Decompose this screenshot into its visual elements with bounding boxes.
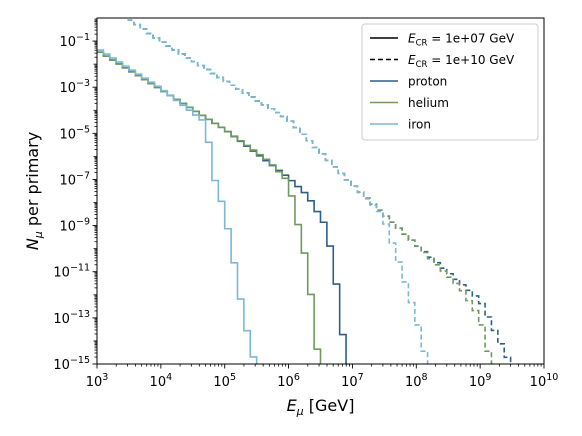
x-tick-label: 108: [405, 372, 428, 390]
series-iron-dashed: [127, 19, 429, 364]
x-tick-label: 105: [213, 372, 236, 390]
legend-box: [361, 23, 539, 141]
y-axis-label: Nμ per primary: [23, 132, 45, 250]
x-tick-label: 106: [277, 372, 300, 390]
y-tick-label: 10−3: [59, 78, 90, 96]
x-tick-label: 107: [341, 372, 364, 390]
y-tick-label: 10−7: [59, 170, 90, 188]
legend-entry-label: helium: [408, 96, 449, 110]
legend-entry-label: ECR = 1e+10 GeV: [408, 53, 515, 70]
legend-entry-label: iron: [408, 118, 431, 132]
x-tick-label: 103: [86, 372, 109, 390]
y-tick-label: 10−15: [53, 355, 90, 373]
series-iron-solid: [97, 49, 258, 364]
plot-frame: [96, 17, 545, 365]
series-layer: [97, 19, 512, 364]
x-tick-label: 1010: [530, 372, 559, 390]
y-tick-label: 10−9: [59, 217, 90, 235]
y-tick-label: 10−11: [53, 263, 90, 281]
x-axis: 103 104 105 106 107 108 109 1010: [86, 364, 559, 390]
y-axis: 10−1 10−3 10−5 10−7 10−9 10−11 10−13 10−15: [53, 18, 97, 373]
y-tick-label: 10−5: [59, 124, 90, 142]
x-tick-label: 104: [150, 372, 173, 390]
y-tick-label: 10−13: [53, 309, 90, 327]
legend-entry-label: ECR = 1e+07 GeV: [408, 32, 515, 49]
x-axis-label: Eμ [GeV]: [287, 396, 355, 418]
x-tick-label: 109: [469, 372, 492, 390]
legend-entry-label: proton: [408, 75, 447, 89]
legend: ECR = 1e+07 GeV ECR = 1e+10 GeV proton heli…: [361, 23, 539, 141]
y-tick-label: 10−1: [59, 32, 90, 50]
